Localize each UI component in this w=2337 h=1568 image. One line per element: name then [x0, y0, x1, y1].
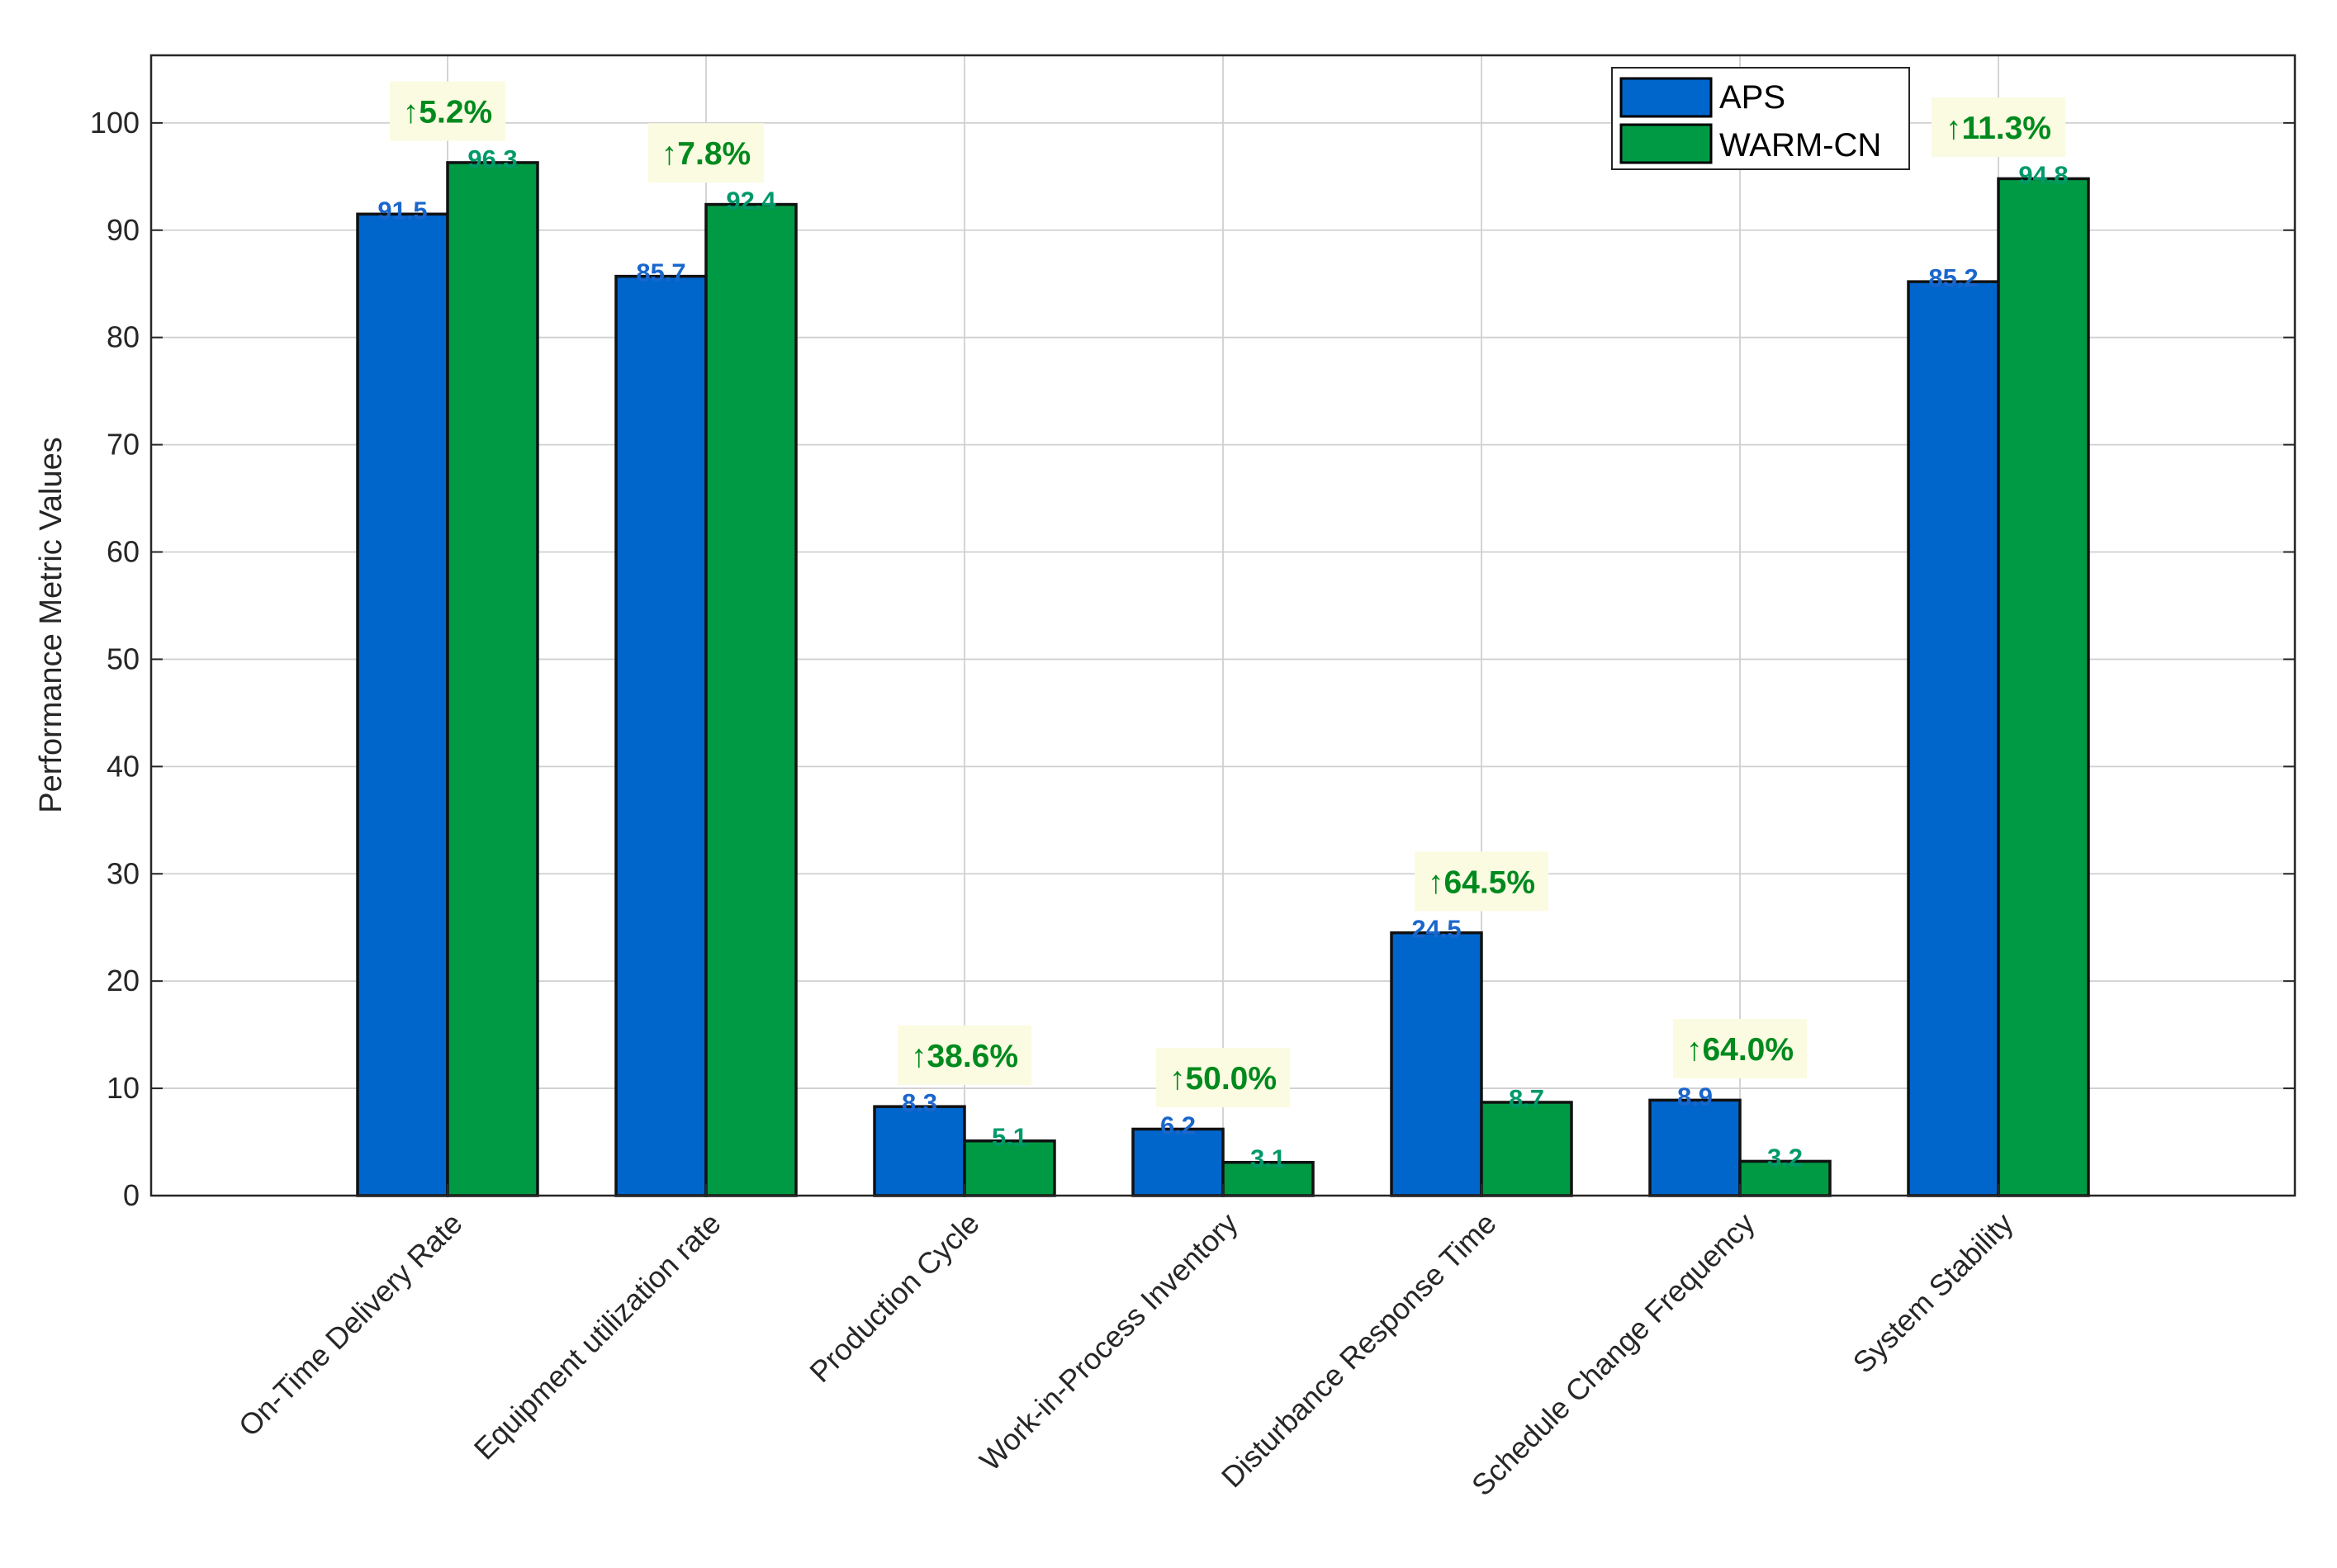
annotation-background [648, 123, 764, 183]
y-tick-label: 30 [107, 856, 140, 890]
value-label-warm-cn: 92.4 [726, 187, 776, 216]
x-tick-label: On-Time Delivery Rate [232, 1206, 469, 1443]
improvement-annotation: ↑50.0% [1169, 1061, 1277, 1097]
bar-warm-cn [1221, 1160, 1315, 1197]
y-tick-label: 70 [107, 428, 140, 462]
improvement-annotation: ↑64.0% [1686, 1032, 1794, 1068]
y-tick-label: 50 [107, 642, 140, 675]
y-axis: 0 10 20 30 40 50 60 70 80 90 100 [90, 106, 2295, 1212]
annotation-background [390, 81, 505, 141]
value-label-warm-cn: 5.1 [992, 1123, 1027, 1152]
annotation-background [1673, 1019, 1807, 1079]
value-label-warm-cn: 94.8 [2018, 160, 2068, 189]
value-label-aps: 6.2 [1160, 1111, 1196, 1139]
x-tick-label: Production Cycle [803, 1206, 985, 1389]
value-label-aps: 85.2 [1928, 263, 1978, 292]
x-tick-label: System Stability [1846, 1206, 2020, 1380]
improvement-annotation: ↑38.6% [911, 1039, 1018, 1074]
value-label-aps: 8.9 [1677, 1082, 1713, 1111]
legend-label-warm-cn: WARM-CN [1719, 127, 1881, 163]
bar-warm-cn [963, 1139, 1056, 1197]
value-label-aps: 8.3 [902, 1088, 937, 1117]
bar-warm-cn [1997, 177, 2090, 1197]
improvement-annotation: ↑5.2% [403, 95, 492, 130]
y-axis-label: Performance Metric Values [34, 437, 69, 812]
x-tick-label: Equipment utilization rate [467, 1206, 728, 1466]
y-tick-label: 0 [123, 1178, 140, 1212]
bar-warm-cn [1738, 1159, 1832, 1197]
value-label-warm-cn: 96.3 [467, 144, 517, 173]
x-tick-label: Work-in-Process Inventory [973, 1206, 1244, 1477]
legend-label-aps: APS [1719, 79, 1785, 116]
bar-aps [356, 212, 449, 1197]
bar-aps [1907, 280, 2000, 1197]
bar-aps [1390, 931, 1483, 1197]
improvement-annotations: ↑5.2% ↑7.8% ↑38.6% ↑50.0% ↑64.5% ↑64.0% ↑11.3% [390, 81, 2065, 1108]
y-tick-label: 60 [107, 535, 140, 569]
y-tick-label: 90 [107, 213, 140, 247]
bar-aps [873, 1105, 966, 1197]
improvement-annotation: ↑11.3% [1946, 111, 2051, 146]
bar-warm-cn [1480, 1101, 1573, 1197]
bar-aps [614, 274, 708, 1197]
legend-swatch-aps [1619, 77, 1713, 118]
annotation-background [1156, 1048, 1290, 1108]
annotation-background [1932, 97, 2065, 158]
bars [356, 161, 2090, 1197]
y-tick-label: 80 [107, 320, 140, 354]
bar-aps [1648, 1098, 1742, 1197]
value-label-aps: 85.7 [636, 258, 685, 287]
legend-swatch-warm-cn [1619, 123, 1713, 164]
y-tick-label: 20 [107, 964, 140, 997]
annotation-background [1415, 851, 1548, 912]
value-label-warm-cn: 8.7 [1509, 1084, 1544, 1113]
improvement-annotation: ↑7.8% [661, 136, 751, 172]
bar-warm-cn [446, 161, 539, 1197]
y-tick-label: 10 [107, 1071, 140, 1105]
annotation-background [898, 1025, 1031, 1085]
improvement-annotation: ↑64.5% [1428, 865, 1535, 900]
value-label-warm-cn: 3.2 [1767, 1143, 1803, 1172]
bar-warm-cn [704, 202, 798, 1197]
y-tick-label: 100 [90, 106, 140, 140]
y-tick-label: 40 [107, 749, 140, 783]
x-tick-label: Schedule Change Frequency [1465, 1206, 1761, 1503]
value-label-aps: 91.5 [377, 196, 427, 225]
value-label-warm-cn: 3.1 [1250, 1144, 1286, 1173]
value-labels: 91.5 96.3 85.7 92.4 8.3 5.1 6.2 3.1 24.5 8.7 8.9 3.… [377, 144, 2068, 1173]
x-tick-label: Disturbance Response Time [1215, 1206, 1503, 1495]
legend: APS WARM-CN [1611, 67, 1910, 170]
value-label-aps: 24.5 [1411, 915, 1461, 944]
